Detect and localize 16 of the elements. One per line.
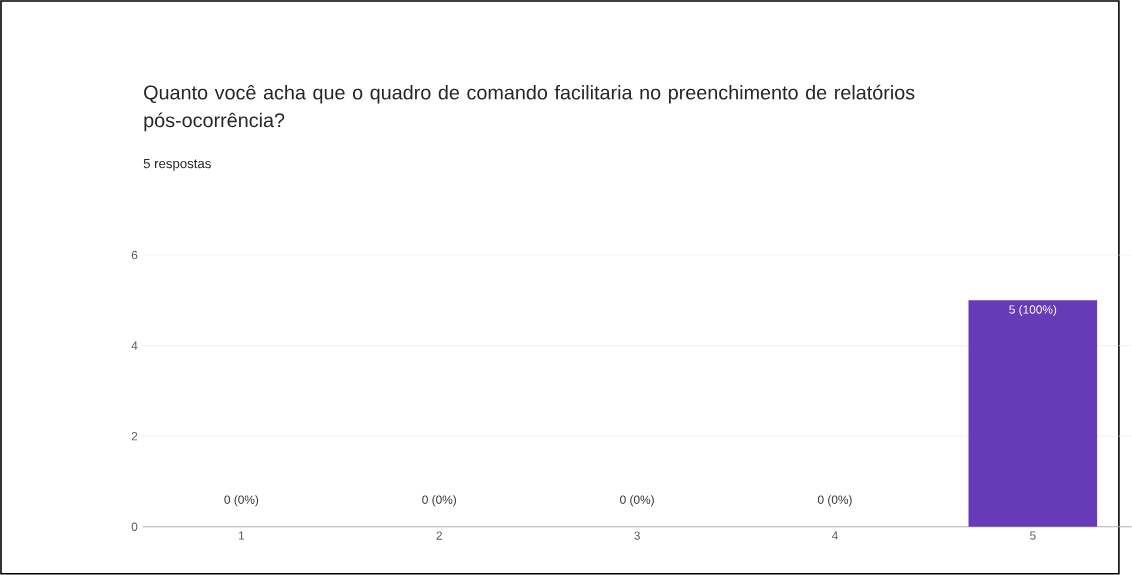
x-tick-label: 1 bbox=[239, 531, 245, 540]
x-tick-label: 5 bbox=[1030, 531, 1036, 540]
y-tick-label: 6 bbox=[131, 250, 138, 260]
chart-subtitle: 5 respostas bbox=[143, 159, 211, 171]
data-label: 0 (0%) bbox=[817, 495, 852, 507]
chart-title: Quanto você acha que o quadro de comando facilitaria no preenchimento de relatórios pós-ocorrência? bbox=[144, 84, 915, 132]
x-tick-label: 2 bbox=[436, 531, 442, 540]
data-label: 0 (0%) bbox=[620, 495, 654, 507]
data-label: 0 (0%) bbox=[422, 495, 456, 507]
y-tick-label: 2 bbox=[131, 432, 138, 441]
data-label: 0 (0%) bbox=[224, 495, 259, 507]
x-tick-label: 4 bbox=[831, 531, 838, 540]
data-label: 5 (100%) bbox=[1009, 305, 1057, 317]
y-tick-label: 0 bbox=[131, 522, 138, 532]
y-tick-label: 4 bbox=[131, 341, 138, 350]
x-tick-label: 3 bbox=[634, 531, 640, 540]
